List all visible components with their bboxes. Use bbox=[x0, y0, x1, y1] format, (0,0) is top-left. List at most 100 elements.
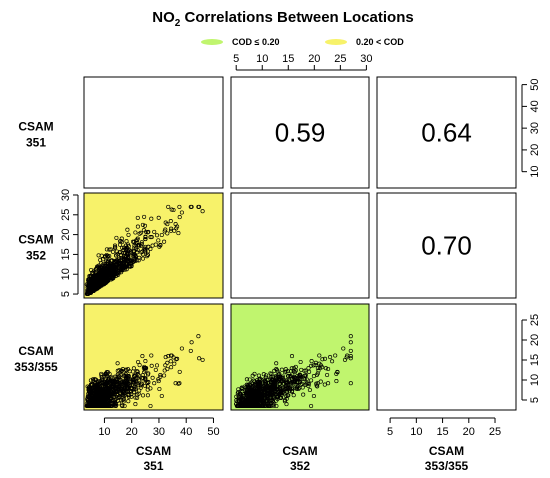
point bbox=[85, 384, 90, 389]
x-tick-label: 10 bbox=[98, 426, 110, 438]
point bbox=[248, 385, 253, 390]
point bbox=[254, 403, 259, 409]
point bbox=[245, 392, 250, 397]
point bbox=[111, 276, 116, 281]
point bbox=[291, 393, 296, 398]
point bbox=[115, 361, 120, 366]
point bbox=[111, 381, 116, 386]
point bbox=[143, 359, 148, 364]
point bbox=[274, 391, 279, 396]
point bbox=[85, 285, 90, 290]
point bbox=[289, 366, 294, 371]
point bbox=[293, 364, 298, 369]
y-tick-label: 10 bbox=[529, 374, 541, 386]
col-label-0-line2: 351 bbox=[143, 459, 163, 473]
point bbox=[314, 372, 320, 377]
point bbox=[140, 222, 145, 227]
point bbox=[123, 267, 128, 272]
point bbox=[279, 367, 284, 372]
point bbox=[177, 369, 182, 374]
point bbox=[127, 369, 132, 374]
point bbox=[153, 367, 158, 372]
point bbox=[148, 235, 153, 240]
point bbox=[104, 247, 109, 252]
point bbox=[265, 381, 270, 386]
point bbox=[145, 252, 150, 257]
point bbox=[234, 401, 239, 407]
point bbox=[149, 216, 154, 221]
point bbox=[252, 371, 257, 376]
point bbox=[236, 394, 241, 399]
point bbox=[271, 402, 276, 407]
point bbox=[264, 373, 269, 378]
point bbox=[90, 286, 95, 291]
point bbox=[169, 207, 174, 212]
point bbox=[96, 271, 101, 277]
point bbox=[111, 390, 116, 395]
point bbox=[247, 403, 252, 408]
y-tick-label: 5 bbox=[529, 397, 541, 403]
point bbox=[138, 230, 143, 235]
point bbox=[280, 378, 285, 383]
point bbox=[124, 263, 130, 268]
point bbox=[139, 240, 144, 245]
point bbox=[303, 373, 308, 378]
point bbox=[261, 377, 266, 382]
point bbox=[111, 274, 116, 279]
point bbox=[236, 389, 241, 395]
correlation-r0-c1: 0.59 bbox=[275, 118, 326, 148]
point bbox=[177, 381, 182, 386]
point bbox=[248, 391, 253, 396]
point bbox=[188, 348, 193, 353]
point bbox=[148, 246, 153, 252]
point bbox=[326, 381, 331, 386]
point bbox=[280, 374, 285, 379]
point bbox=[260, 403, 265, 408]
point bbox=[246, 403, 251, 408]
point bbox=[158, 373, 163, 378]
point bbox=[291, 369, 296, 374]
point bbox=[126, 232, 131, 237]
x-tick-label: 15 bbox=[282, 53, 294, 65]
point bbox=[140, 252, 146, 257]
point bbox=[132, 390, 137, 395]
y-tick-label: 50 bbox=[529, 78, 541, 90]
point bbox=[146, 244, 151, 249]
point bbox=[129, 383, 134, 388]
row-label-2-line1: CSAM bbox=[18, 344, 53, 358]
point bbox=[244, 397, 249, 402]
legend: COD ≤ 0.20 0.20 < COD bbox=[201, 37, 404, 47]
point bbox=[325, 372, 330, 378]
point bbox=[318, 366, 323, 371]
point bbox=[309, 378, 314, 383]
point bbox=[200, 209, 205, 214]
point bbox=[277, 374, 283, 379]
point bbox=[113, 379, 118, 384]
point bbox=[139, 376, 144, 381]
point bbox=[105, 278, 111, 283]
point bbox=[133, 385, 138, 390]
point bbox=[302, 376, 307, 381]
point bbox=[121, 381, 126, 386]
point bbox=[196, 334, 201, 339]
point bbox=[286, 393, 291, 398]
point bbox=[318, 363, 323, 368]
point bbox=[174, 357, 179, 362]
point bbox=[115, 368, 120, 373]
point bbox=[348, 340, 353, 345]
panel-r0-c1 bbox=[230, 76, 370, 189]
point bbox=[124, 248, 129, 253]
point bbox=[102, 281, 107, 286]
point bbox=[162, 373, 167, 378]
point bbox=[314, 381, 319, 386]
point bbox=[320, 357, 325, 362]
x-tick-label: 50 bbox=[207, 426, 219, 438]
point bbox=[156, 377, 161, 382]
point bbox=[289, 380, 294, 385]
point bbox=[264, 398, 269, 403]
point bbox=[98, 390, 103, 395]
y-tick-label: 10 bbox=[60, 268, 72, 280]
point bbox=[150, 375, 155, 380]
point bbox=[149, 363, 154, 368]
point bbox=[300, 385, 305, 390]
